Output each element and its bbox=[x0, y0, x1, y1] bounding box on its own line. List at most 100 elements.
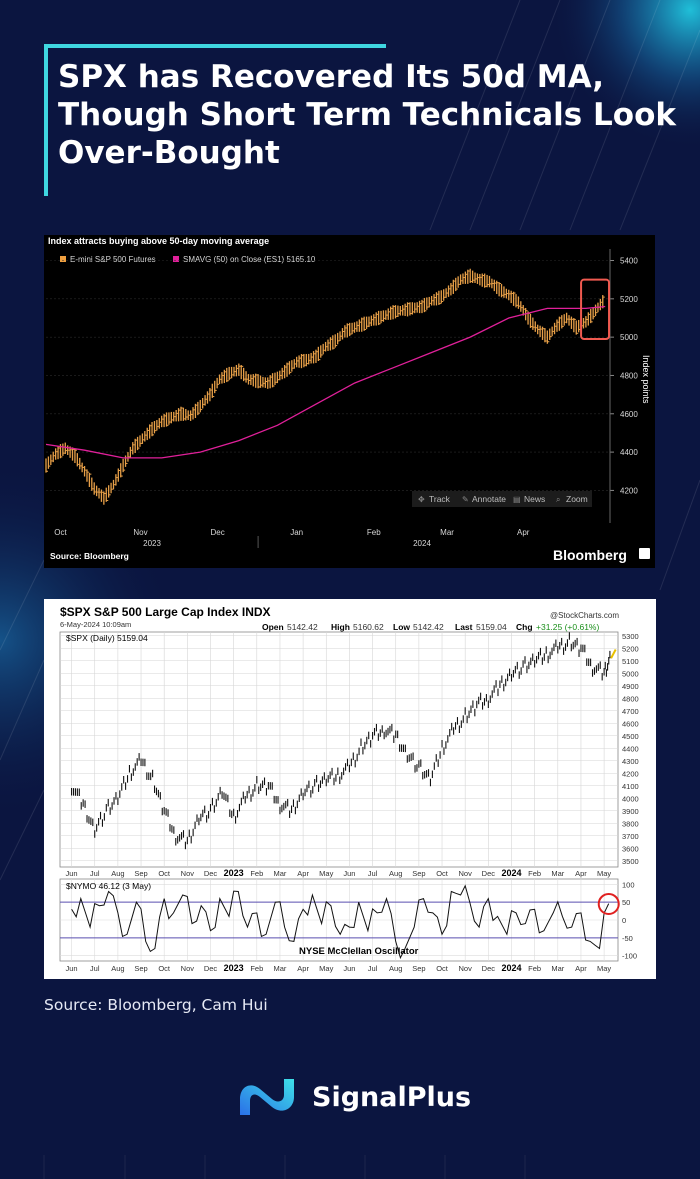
chart3-x-tick: Feb bbox=[528, 964, 541, 973]
chart2-y-axis: 5300 5200 5100 5000 4900 4800 4700 4600 4500 4400… bbox=[622, 632, 639, 866]
toolbar-annotate[interactable]: Annotate bbox=[472, 494, 506, 504]
chart2-x-tick: Dec bbox=[204, 869, 218, 878]
chart1-y-tick: 5400 bbox=[620, 256, 638, 265]
chart2-grid bbox=[60, 632, 618, 867]
chart2-y-tick: 4900 bbox=[622, 682, 639, 691]
zoom-icon[interactable]: ⌕ bbox=[556, 495, 560, 504]
toolbar-news[interactable]: News bbox=[524, 494, 545, 504]
chart2-x-tick: Aug bbox=[389, 869, 402, 878]
chart2-x-tick: Feb bbox=[250, 869, 263, 878]
ohlc-high-value: 5160.62 bbox=[353, 622, 384, 632]
chart2-last-bar bbox=[610, 649, 617, 659]
chart1-toolbar: ✥ Track ✎ Annotate ▤ News ⌕ Zoom bbox=[412, 491, 592, 507]
chart2-y-tick: 5300 bbox=[622, 632, 639, 641]
chart3-x-tick: Jul bbox=[90, 964, 100, 973]
chart3-x-tick: 2024 bbox=[501, 963, 521, 973]
chart3-x-tick: Aug bbox=[111, 964, 124, 973]
chart3-x-tick: Dec bbox=[482, 964, 496, 973]
chart2-title: $SPX S&P 500 Large Cap Index INDX bbox=[60, 605, 271, 619]
chart2-y-tick: 4100 bbox=[622, 782, 639, 791]
page-title: SPX has Recovered Its 50d MA, Though Sho… bbox=[58, 58, 678, 172]
chart2-x-tick: May bbox=[597, 869, 611, 878]
chart2-x-tick: Jul bbox=[90, 869, 100, 878]
chart2-x-tick: Nov bbox=[459, 869, 473, 878]
chart2-x-tick: Feb bbox=[528, 869, 541, 878]
ohlc-high-label: High bbox=[331, 622, 350, 632]
chart1-x-year: 2024 bbox=[413, 539, 431, 548]
chart2-x-tick: Oct bbox=[436, 869, 449, 878]
chart3-legend: $NYMO 46.12 (3 May) bbox=[66, 881, 151, 891]
chart1-x-tick: Mar bbox=[440, 528, 454, 537]
chart2-y-tick: 4400 bbox=[622, 744, 639, 753]
toolbar-track[interactable]: Track bbox=[429, 494, 451, 504]
ohlc-low-value: 5142.42 bbox=[413, 622, 444, 632]
chart3-y-tick: 0 bbox=[622, 916, 626, 925]
chart2-x-tick: Aug bbox=[111, 869, 124, 878]
chart3-annotation: NYSE McClellan Oscillator bbox=[299, 946, 419, 957]
bloomberg-logo-text: Bloomberg bbox=[553, 547, 627, 563]
chart1-x-tick: Dec bbox=[210, 528, 224, 537]
chart3-x-tick: Apr bbox=[297, 964, 309, 973]
track-icon[interactable]: ✥ bbox=[418, 495, 425, 504]
chart2-y-tick: 3500 bbox=[622, 857, 639, 866]
annotate-icon[interactable]: ✎ bbox=[462, 495, 469, 504]
chart2-x-tick: Dec bbox=[482, 869, 496, 878]
chart2-y-tick: 3600 bbox=[622, 844, 639, 853]
chart2-x-axis: Jun Jul Aug Sep Oct Nov Dec 2023 Feb Mar Apr May Jun… bbox=[66, 868, 612, 878]
ohlc-last-label: Last bbox=[455, 622, 473, 632]
chart2-y-tick: 5100 bbox=[622, 657, 639, 666]
chart1-legend-swatch-smavg bbox=[173, 256, 179, 262]
title-line-2: Though Short Term Technicals Look bbox=[58, 97, 676, 133]
ohlc-last-value: 5159.04 bbox=[476, 622, 507, 632]
chart1-y-tick: 5200 bbox=[620, 295, 638, 304]
chart2-y-tick: 5200 bbox=[622, 644, 639, 653]
chart2-x-tick: Oct bbox=[158, 869, 171, 878]
brand-name: SignalPlus bbox=[312, 1081, 472, 1113]
chart2-x-tick: Jun bbox=[66, 869, 78, 878]
chart3-x-tick: Jun bbox=[66, 964, 78, 973]
chart3-x-tick: Oct bbox=[436, 964, 449, 973]
stockcharts-chart-svg: $SPX S&P 500 Large Cap Index INDX 6-May-… bbox=[59, 605, 639, 973]
ohlc-open-label: Open bbox=[262, 622, 284, 632]
chart3-y-tick: 50 bbox=[622, 898, 630, 907]
chart3-y-axis: 100 50 0 -50 -100 bbox=[622, 880, 637, 960]
chart2-x-tick: Jul bbox=[368, 869, 378, 878]
chart1-smavg-line bbox=[45, 305, 606, 459]
chart3-x-tick: Nov bbox=[181, 964, 195, 973]
chart3-y-tick: -50 bbox=[622, 934, 633, 943]
chart2-x-tick: Apr bbox=[297, 869, 309, 878]
chart2-provider: @StockCharts.com bbox=[550, 611, 619, 620]
chart1-y-tick: 5000 bbox=[620, 333, 638, 342]
toolbar-zoom[interactable]: Zoom bbox=[566, 494, 588, 504]
chart3-y-tick: -100 bbox=[622, 952, 637, 961]
chart3-x-tick: Apr bbox=[575, 964, 587, 973]
chart2-y-tick: 3900 bbox=[622, 807, 639, 816]
chart1-x-year: 2023 bbox=[143, 539, 161, 548]
chart3-x-tick: Nov bbox=[459, 964, 473, 973]
chart2-x-tick: Sep bbox=[134, 869, 147, 878]
chart2-y-tick: 4300 bbox=[622, 757, 639, 766]
chart1-source: Source: Bloomberg bbox=[50, 551, 129, 561]
chart3-series bbox=[71, 884, 610, 960]
chart3-x-tick: Mar bbox=[273, 964, 286, 973]
chart1-x-tick: Apr bbox=[517, 528, 530, 537]
bloomberg-logo-icon bbox=[639, 548, 650, 559]
ohlc-low-label: Low bbox=[393, 622, 410, 632]
chart3-y-tick: 100 bbox=[622, 880, 635, 889]
chart3-x-tick: Feb bbox=[250, 964, 263, 973]
chart3-x-tick: Oct bbox=[158, 964, 171, 973]
chart2-y-tick: 4800 bbox=[622, 694, 639, 703]
chart3-x-tick: Sep bbox=[134, 964, 147, 973]
chart1-legend-smavg: SMAVG (50) on Close (ES1) 5165.10 bbox=[183, 255, 316, 264]
chart2-x-tick: Mar bbox=[551, 869, 564, 878]
chart2-ohlc: Open 5142.42 High 5160.62 Low 5142.42 La… bbox=[262, 622, 599, 632]
chart2-x-tick: 2024 bbox=[501, 868, 521, 878]
chart2-x-tick: Apr bbox=[575, 869, 587, 878]
chart2-y-tick: 5000 bbox=[622, 669, 639, 678]
brand: SignalPlus bbox=[236, 1075, 471, 1119]
chart3-x-tick: Dec bbox=[204, 964, 218, 973]
news-icon[interactable]: ▤ bbox=[513, 495, 521, 504]
chart1-y-tick: 4200 bbox=[620, 486, 638, 495]
chart1-x-tick: Jan bbox=[290, 528, 303, 537]
chart1-x-axis: Oct Nov Dec Jan Feb Mar Apr 2023 2024 bbox=[54, 528, 530, 548]
